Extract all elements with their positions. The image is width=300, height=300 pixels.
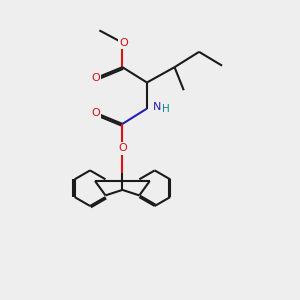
Text: O: O — [119, 38, 128, 48]
Text: N: N — [153, 102, 161, 112]
Text: O: O — [118, 143, 127, 154]
Text: O: O — [91, 73, 100, 83]
Text: O: O — [91, 108, 100, 118]
Text: H: H — [162, 103, 170, 114]
